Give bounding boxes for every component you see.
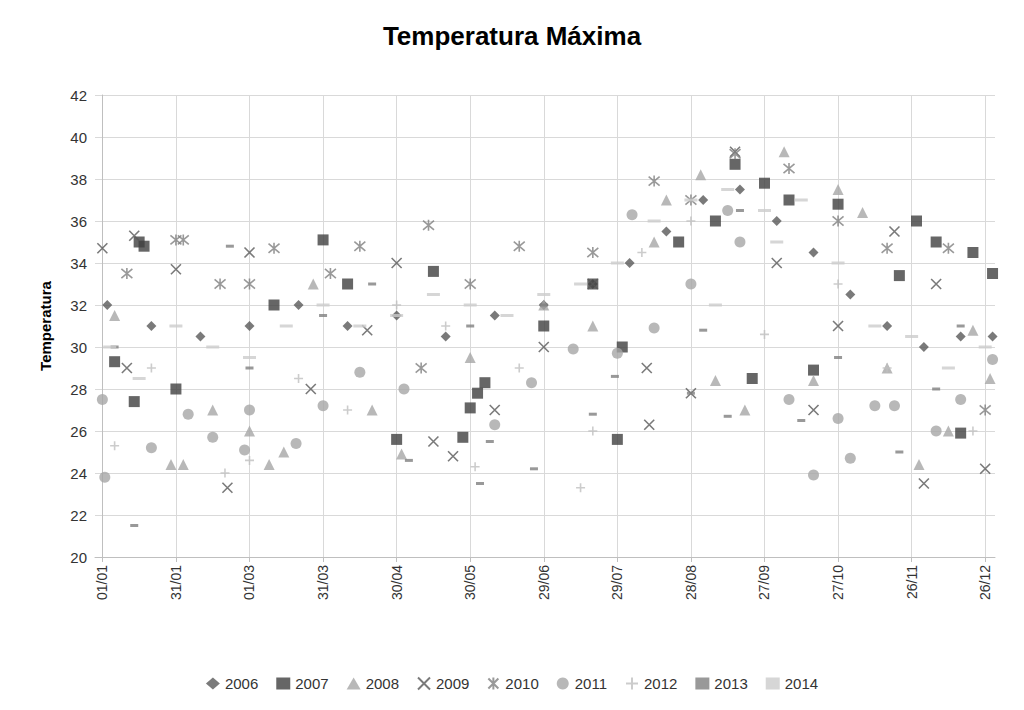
svg-text:30: 30 [70,339,87,356]
svg-text:Temperatura: Temperatura [37,280,54,370]
svg-text:28: 28 [70,381,87,398]
svg-text:01/01: 01/01 [94,565,110,600]
svg-text:42: 42 [70,87,87,104]
svg-text:2009: 2009 [436,675,469,692]
svg-text:24: 24 [70,465,87,482]
svg-text:34: 34 [70,255,87,272]
svg-text:2011: 2011 [575,675,607,692]
svg-text:26: 26 [70,423,87,440]
svg-text:27/09: 27/09 [756,565,772,600]
svg-text:2006: 2006 [225,675,258,692]
svg-text:2007: 2007 [295,675,328,692]
svg-text:22: 22 [70,507,87,524]
svg-text:40: 40 [70,129,87,146]
svg-text:31/01: 31/01 [168,565,184,600]
svg-text:30/05: 30/05 [462,565,478,600]
svg-text:26/12: 26/12 [977,565,993,600]
svg-text:2014: 2014 [785,675,818,692]
svg-text:2012: 2012 [644,675,677,692]
svg-text:26/11: 26/11 [904,565,920,599]
svg-text:20: 20 [70,549,87,566]
svg-text:Temperatura Máxima: Temperatura Máxima [383,21,642,51]
svg-text:28/08: 28/08 [683,565,699,600]
svg-text:30/04: 30/04 [389,565,405,600]
svg-text:32: 32 [70,297,87,314]
svg-text:29/06: 29/06 [536,565,552,600]
svg-text:38: 38 [70,171,87,188]
svg-text:2008: 2008 [366,675,399,692]
svg-text:2013: 2013 [714,675,747,692]
svg-text:2010: 2010 [505,675,538,692]
svg-text:29/07: 29/07 [609,565,625,600]
svg-text:27/10: 27/10 [830,565,846,600]
svg-text:01/03: 01/03 [241,565,257,600]
svg-text:36: 36 [70,213,87,230]
svg-text:31/03: 31/03 [315,565,331,600]
